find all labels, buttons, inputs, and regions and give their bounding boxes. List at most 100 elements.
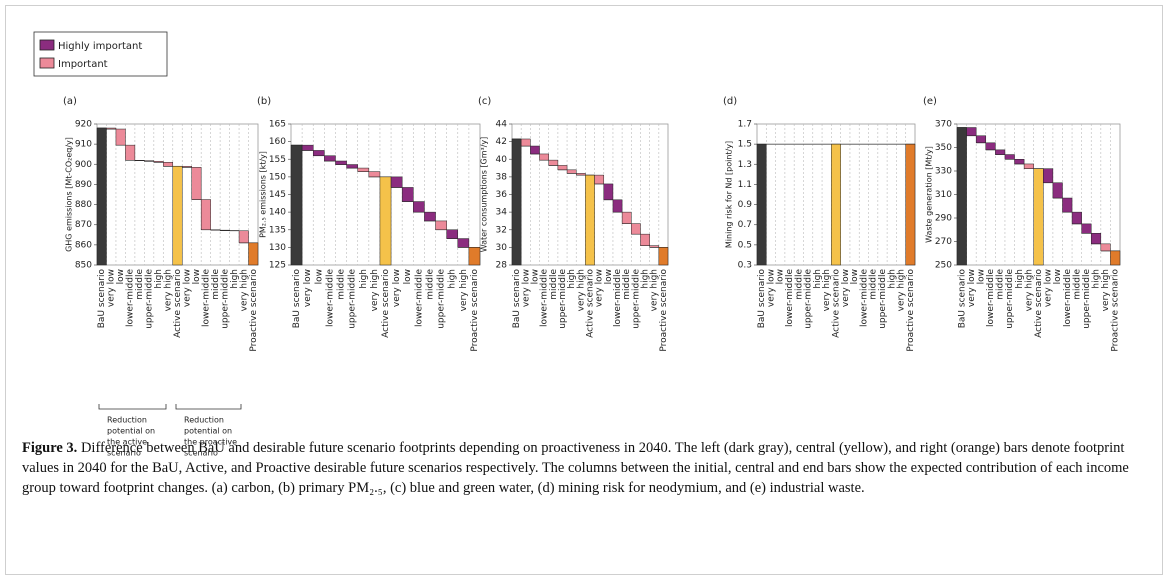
delta-bar: [457, 238, 470, 248]
x-tick-label: high: [359, 269, 369, 289]
y-tick-label: 40: [496, 155, 508, 165]
x-tick-label: lower-middle: [613, 269, 623, 327]
x-tick-label: high: [813, 269, 823, 289]
y-tick-label: 310: [935, 190, 952, 200]
brackets: [98, 404, 242, 410]
delta-bar: [557, 165, 568, 171]
delta-bar: [612, 199, 623, 213]
x-tick-label: very low: [841, 269, 851, 307]
x-tick-label: very high: [459, 269, 469, 311]
delta-bar: [1023, 163, 1034, 169]
x-tick-label: Proactive scenario: [906, 269, 916, 352]
x-tick-label: BaU scenario: [757, 269, 767, 329]
y-tick-label: 140: [269, 208, 286, 218]
x-tick-label: Proactive scenario: [659, 269, 669, 352]
delta-bar: [966, 127, 977, 137]
caption-label: Figure 3.: [22, 440, 78, 456]
delta-bar: [401, 187, 414, 202]
y-tick-label: 0.3: [738, 261, 752, 271]
x-tick-label: lower-middle: [1063, 269, 1073, 327]
y-tick-label: 44: [496, 120, 508, 130]
panel-label: (b): [257, 96, 271, 107]
annotation-line: the active: [107, 438, 147, 447]
x-tick-label: BaU scenario: [97, 269, 107, 329]
x-tick-label: low: [403, 269, 413, 284]
y-axis-label: Water consumptions [Gm³/y]: [480, 137, 489, 253]
x-tick-label: high: [1092, 269, 1102, 289]
legend: Highly important Important: [33, 31, 168, 77]
x-tick-label: Active scenario: [1034, 269, 1044, 338]
y-tick-label: 290: [935, 214, 952, 224]
x-tick-label: middle: [337, 269, 347, 300]
panel-label: (d): [723, 96, 737, 107]
delta-bar: [520, 138, 531, 147]
x-tick-label: upper-middle: [437, 269, 447, 329]
annotation-line: scenario: [184, 449, 218, 458]
x-tick-label: high: [1015, 269, 1025, 289]
total-bar: [96, 127, 107, 266]
chart: 125 130 135 140 145 150 155 160 165 (b) PM₂.₅ emis…: [257, 96, 481, 352]
y-tick-label: 920: [75, 120, 92, 130]
x-tick-label: very low: [107, 269, 117, 307]
x-tick-label: high: [230, 269, 240, 289]
delta-bar: [530, 145, 540, 155]
x-tick-label: high: [641, 269, 651, 289]
x-tick-label: high: [154, 269, 164, 289]
total-bar: [585, 174, 595, 266]
y-tick-label: 160: [269, 137, 286, 147]
total-bar: [756, 143, 767, 266]
legend-swatch: [39, 39, 55, 51]
delta-bar: [1043, 168, 1054, 183]
y-tick-label: 155: [269, 155, 286, 165]
chart: 0.3 0.5 0.7 0.9 1.1 1.3 1.5 1.7 (d) Mining risk f…: [723, 96, 916, 352]
x-tick-label: very low: [182, 269, 192, 307]
y-axis-label: Waste generation [Mt/y]: [925, 146, 934, 243]
delta-bar: [975, 135, 987, 144]
y-axis-label: PM₂.₅ emissions [kt/y]: [259, 151, 268, 238]
y-tick-label: 0.9: [738, 200, 753, 210]
y-tick-label: 135: [269, 225, 286, 235]
annotation-line: Reduction: [107, 416, 147, 425]
y-tick-label: 870: [75, 220, 92, 230]
y-tick-label: 1.5: [738, 140, 752, 150]
x-tick-label: very high: [1101, 269, 1111, 311]
x-tick-label: very low: [303, 269, 313, 307]
delta-bar: [368, 171, 381, 178]
delta-bar: [621, 211, 632, 224]
x-tick-label: Active scenario: [586, 269, 596, 338]
y-tick-label: 0.7: [738, 220, 752, 230]
delta-bar: [312, 150, 325, 156]
delta-bar: [1062, 197, 1073, 213]
x-tick-label: lower-middle: [414, 269, 424, 327]
annotation-line: potential on: [107, 427, 155, 436]
x-tick-label: Active scenario: [381, 269, 391, 338]
delta-bar: [1071, 211, 1082, 225]
x-tick-label: upper-middle: [878, 269, 888, 329]
y-tick-label: 125: [269, 261, 286, 271]
delta-bar: [106, 127, 117, 130]
delta-bar: [357, 167, 370, 172]
x-tick-label: low: [530, 269, 540, 284]
delta-bar: [1004, 154, 1015, 160]
x-tick-label: lower-middle: [785, 269, 795, 327]
x-tick-label: very high: [1024, 269, 1034, 311]
total-bar: [658, 247, 669, 266]
total-bar: [1110, 250, 1121, 266]
y-tick-label: 1.7: [738, 120, 752, 130]
x-tick-label: low: [776, 269, 786, 284]
delta-bar: [238, 230, 249, 244]
delta-bar: [181, 166, 192, 168]
x-tick-label: Proactive scenario: [249, 269, 259, 352]
y-tick-label: 130: [269, 243, 286, 253]
delta-bar: [424, 211, 436, 222]
x-tick-label: middle: [622, 269, 632, 300]
annotation-line: Reduction: [184, 416, 224, 425]
x-tick-label: very low: [766, 269, 776, 307]
x-tick-label: very high: [370, 269, 380, 311]
y-tick-label: 910: [75, 140, 92, 150]
x-tick-label: high: [567, 269, 577, 289]
delta-bar: [125, 144, 136, 161]
annotation-line: scenario: [107, 449, 141, 458]
y-tick-label: 165: [269, 120, 286, 130]
